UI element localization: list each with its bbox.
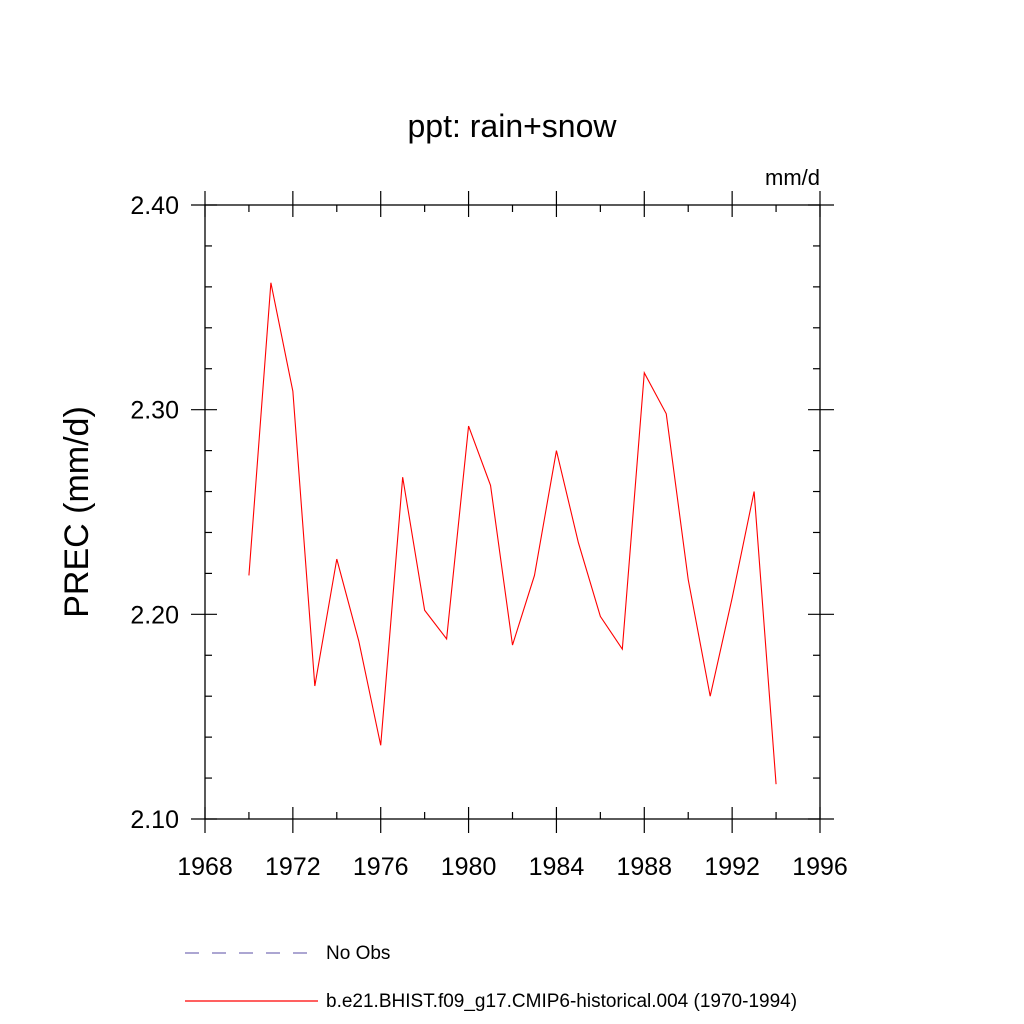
x-axis-tick-labels: 1968 1972 1976 1980 1984 1988 1992 1996 xyxy=(177,853,848,881)
x-tick-label: 1984 xyxy=(529,853,585,881)
units-label: mm/d xyxy=(765,165,820,190)
series-line-historical xyxy=(248,282,777,785)
series-layer xyxy=(248,282,777,785)
y-axis-label: PREC (mm/d) xyxy=(58,406,96,618)
y-tick-label: 2.40 xyxy=(130,192,179,220)
chart-title: ppt: rain+snow xyxy=(407,108,617,144)
x-axis-ticks xyxy=(204,191,821,833)
y-axis-tick-labels: 2.10 2.20 2.30 2.40 xyxy=(130,192,179,834)
x-tick-label: 1968 xyxy=(177,853,233,881)
y-tick-label: 2.30 xyxy=(130,397,179,425)
x-tick-label: 1996 xyxy=(792,853,848,881)
legend: No Obs b.e21.BHIST.f09_g17.CMIP6-histori… xyxy=(185,943,797,1012)
plot-area-frame xyxy=(204,204,821,820)
x-tick-label: 1980 xyxy=(441,853,497,881)
x-tick-label: 1972 xyxy=(265,853,321,881)
x-tick-label: 1976 xyxy=(353,853,409,881)
y-axis-ticks xyxy=(191,204,834,820)
y-tick-label: 2.20 xyxy=(130,601,179,629)
legend-label-historical: b.e21.BHIST.f09_g17.CMIP6-historical.004… xyxy=(326,991,797,1012)
y-tick-label: 2.10 xyxy=(130,806,179,834)
legend-label-no-obs: No Obs xyxy=(326,943,390,964)
x-tick-label: 1992 xyxy=(704,853,760,881)
x-tick-label: 1988 xyxy=(616,853,672,881)
